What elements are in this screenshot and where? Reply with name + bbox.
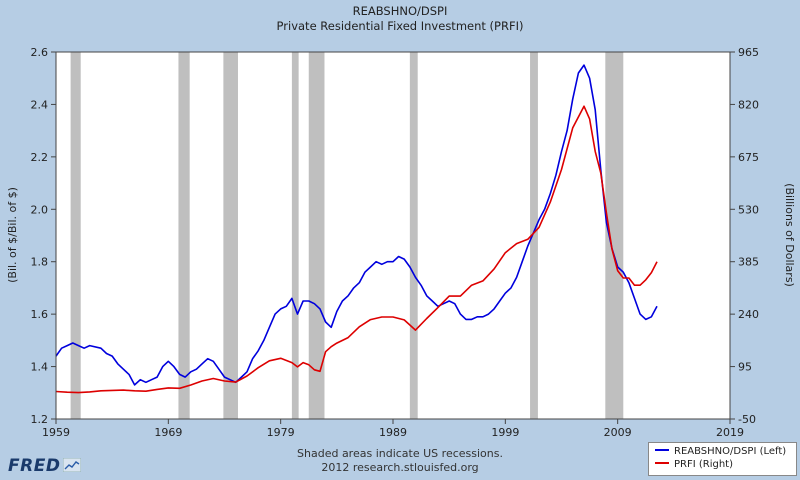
y-left-tick-label: 1.8	[31, 256, 49, 269]
chart-subtitle: Private Residential Fixed Investment (PR…	[276, 19, 524, 33]
plot-border	[55, 51, 731, 420]
chart-legend: REABSHNO/DSPI (Left) PRFI (Right)	[648, 442, 797, 476]
y-axis-right-label: (Billions of Dollars)	[783, 183, 796, 287]
y-left-tick-label: 2.0	[31, 203, 49, 216]
plot-area	[56, 52, 730, 419]
y-right-tick-label: 965	[738, 46, 759, 59]
chart-title: REABSHNO/DSPI	[352, 4, 448, 18]
recession-band	[605, 52, 624, 419]
legend-item-left-series: REABSHNO/DSPI (Left)	[655, 446, 786, 459]
y-left-tick-label: 2.2	[31, 151, 49, 164]
y-left-tick-label: 1.4	[31, 361, 49, 374]
recession-bands	[70, 52, 624, 419]
y-right-tick-label: 820	[738, 98, 759, 111]
x-tick-label: 1979	[267, 426, 295, 439]
legend-swatch-blue	[655, 449, 669, 451]
axis-labels: 1959 1969 1979 1989 1999 2009 2019 1.2 1.4 1.6 1.8…	[31, 46, 760, 439]
recession-band	[308, 52, 325, 419]
recession-band	[223, 52, 238, 419]
x-tick-label: 1969	[154, 426, 182, 439]
axis-ticks	[51, 51, 735, 424]
recession-note: Shaded areas indicate US recessions.	[297, 447, 503, 460]
recession-band	[178, 52, 190, 419]
series-line-reabshno-dspi	[55, 64, 658, 386]
line-chart-icon	[63, 458, 82, 472]
recession-band	[409, 52, 418, 419]
y-left-tick-label: 1.6	[31, 308, 49, 321]
y-right-tick-label: 385	[738, 256, 759, 269]
legend-item-right-series: PRFI (Right)	[655, 459, 733, 472]
y-left-tick-label: 2.6	[31, 46, 49, 59]
x-tick-label: 1999	[491, 426, 519, 439]
recession-band	[70, 52, 81, 419]
legend-label: REABSHNO/DSPI (Left)	[674, 446, 787, 457]
x-tick-label: 2019	[716, 426, 744, 439]
fred-logo-text: FRED	[8, 456, 61, 476]
legend-swatch-red	[655, 462, 669, 464]
y-left-tick-label: 1.2	[31, 413, 49, 426]
y-right-tick-label: 530	[738, 203, 759, 216]
series-lines	[55, 64, 658, 394]
y-axis-left-label: (Bil. of $/Bil. of $)	[6, 187, 19, 283]
legend-label: PRFI (Right)	[674, 459, 733, 470]
series-line-prfi	[55, 105, 658, 394]
y-right-tick-label: 240	[738, 308, 759, 321]
recession-band	[530, 52, 538, 419]
x-tick-label: 2009	[604, 426, 632, 439]
fred-logo: FRED	[8, 456, 82, 476]
x-tick-label: 1959	[42, 426, 70, 439]
y-right-tick-label: 675	[738, 151, 759, 164]
source-credit: 2012 research.stlouisfed.org	[321, 461, 479, 474]
y-right-tick-label: 95	[738, 361, 752, 374]
y-right-tick-label: -50	[738, 413, 756, 426]
x-tick-label: 1989	[379, 426, 407, 439]
y-left-tick-label: 2.4	[31, 98, 49, 111]
recession-band	[291, 52, 299, 419]
